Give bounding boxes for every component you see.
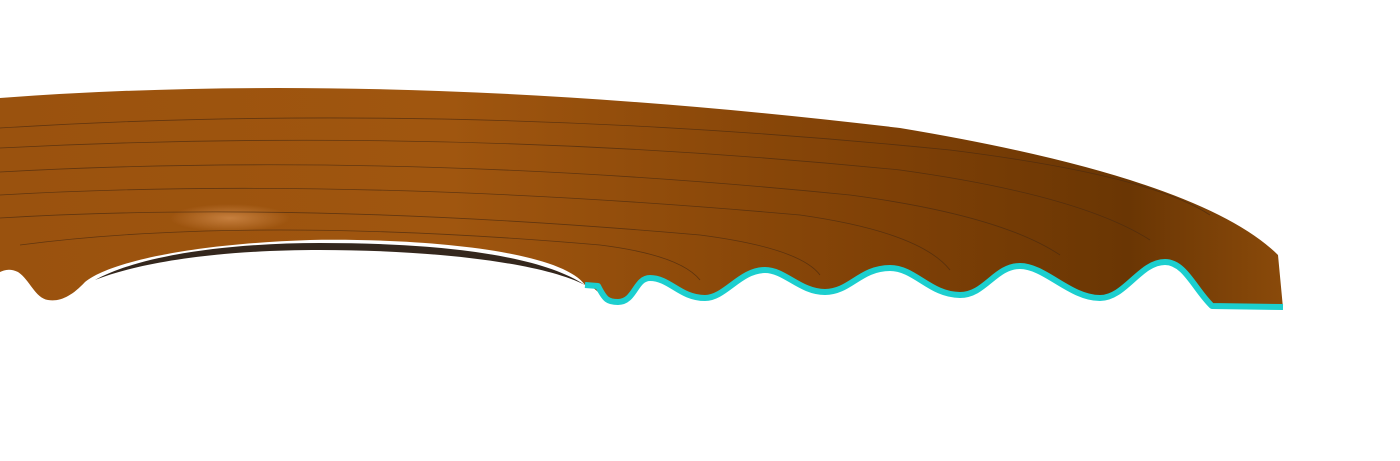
disc-body [0, 88, 1283, 308]
groove-lines [0, 117, 1211, 281]
highlight [170, 204, 290, 232]
section-outline [584, 259, 1284, 310]
hole-shadow [95, 243, 585, 285]
